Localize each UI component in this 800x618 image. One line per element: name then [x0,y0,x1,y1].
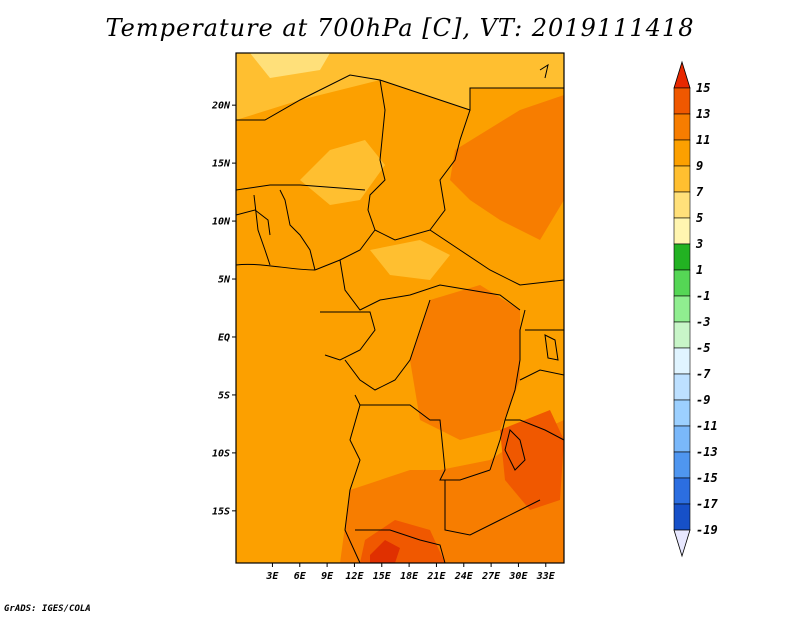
colorbar-label: 9 [696,159,703,173]
colorbar-swatch [673,217,691,245]
field-atlantic-9to11 [236,430,360,563]
lon-tick-label: 15E [373,571,392,582]
lon-tick-label: 21E [426,571,446,582]
colorbar-label: 13 [696,107,710,121]
colorbar-label: 3 [695,237,703,251]
field-car-7to9 [370,240,450,280]
colorbar-label: 1 [696,263,703,277]
map-frame [235,52,565,564]
lat-tick-label: 20N [211,101,231,112]
colorbar-bottom-arrow [673,529,691,558]
country-borders [236,63,564,563]
lon-tick-label: 24E [454,571,474,582]
colorbar-swatch [673,269,691,297]
colorbar-swatch [673,451,691,479]
lat-tick-label: 10N [212,217,231,228]
lon-tick-label: 18E [400,571,419,582]
colorbar-top-arrow [673,60,691,89]
colorbar-swatch [673,503,691,531]
colorbar-label: -11 [696,419,718,433]
lat-tick-label: 10S [212,448,230,459]
colorbar-label: -15 [696,471,718,485]
field-zambia-13to15 [500,410,564,510]
lon-tick-label: 12E [345,571,364,582]
colorbar-swatch [673,477,691,505]
lon-tick-label: 27E [481,571,501,582]
lat-tick-label: 15S [212,506,230,517]
colorbar: 15 13 11 9 7 5 3 1 -1 -3 -5 -7 -9 -11 -13 -15 -17 -19 [673,60,718,558]
field-north-5to7 [250,53,330,78]
lon-tick-label: 33E [536,571,556,582]
colorbar-swatch [673,295,691,323]
colorbar-label: -19 [696,523,718,537]
colorbar-label: 11 [696,133,710,147]
chart-title: Temperature at 700hPa [C], VT: 201911141… [105,14,695,42]
colorbar-label: -9 [696,393,710,407]
colorbar-label: 5 [696,211,703,225]
colorbar-label: -13 [696,445,718,459]
colorbar-swatch [673,373,691,401]
lon-tick-label: 3E [265,571,279,582]
colorbar-swatch [673,191,691,219]
colorbar-label: -17 [696,497,718,511]
lon-tick-label: 30E [508,571,528,582]
field-sahel-7to9 [300,140,385,205]
lon-tick-label: 6E [294,571,307,582]
colorbar-swatch [673,139,691,167]
field-gulf-9to11 [236,270,320,430]
lat-tick-label: EQ [218,332,230,343]
colorbar-swatch [673,243,691,271]
lon-tick-label: 9E [321,571,334,582]
temperature-field [236,53,564,563]
field-namibia-15plus [370,540,400,563]
colorbar-swatch [673,321,691,349]
colorbar-swatch [673,399,691,427]
colorbar-label: -3 [696,315,710,329]
colorbar-swatch [673,113,691,141]
colorbar-swatch [673,87,691,115]
lat-tick-label: 15N [212,159,231,170]
latitude-axis: 20N 15N 10N 5N EQ 5S 10S 15S [211,101,236,517]
grads-credit: GrADS: IGES/COLA [4,604,91,614]
colorbar-label: -5 [696,341,710,355]
colorbar-swatch [673,425,691,453]
colorbar-label: 7 [696,185,704,199]
lat-tick-label: 5N [218,275,231,286]
colorbar-label: -7 [696,367,711,381]
field-congo-11to13 [410,285,520,440]
lat-tick-label: 5S [218,390,230,401]
colorbar-swatch [673,165,691,193]
field-sudan-11to13 [450,95,564,240]
colorbar-label: -1 [696,289,710,303]
colorbar-label: 15 [696,81,710,95]
colorbar-swatch [673,347,691,375]
longitude-axis: 3E 6E 9E 12E 15E 18E 21E 24E 27E 30E 33E [265,563,556,582]
